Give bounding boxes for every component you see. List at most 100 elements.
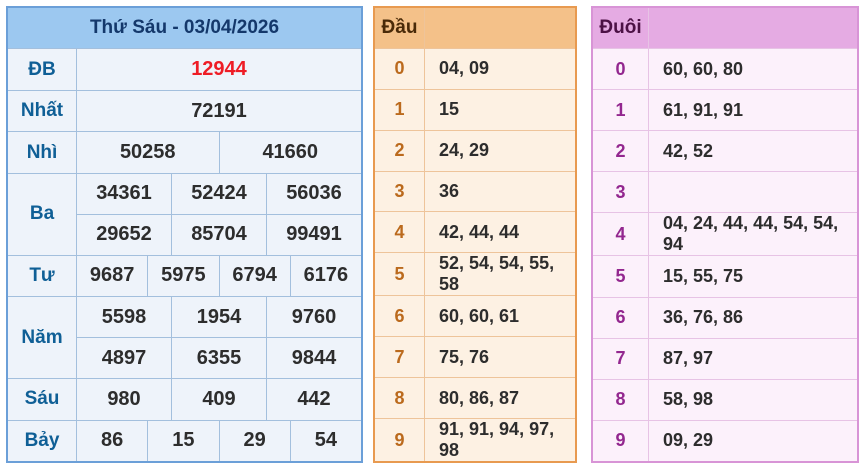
- prize-value: 56036: [266, 173, 361, 214]
- duoi-row-2: 2 42, 52: [593, 130, 857, 172]
- duoi-row-6: 6 36, 76, 86: [593, 296, 857, 338]
- prize-label-sau: Sáu: [8, 379, 77, 420]
- dau-numbers: 91, 91, 94, 97, 98: [439, 419, 555, 461]
- dau-row-4: 4 42, 44, 44: [375, 211, 575, 253]
- table-row-ba: Ba 34361 52424 56036 29652 85704 99491: [8, 172, 361, 255]
- duoi-digit: 2: [593, 131, 649, 172]
- prize-subrow: 5598 1954 9760: [77, 297, 361, 338]
- dau-numbers: 04, 09: [439, 58, 490, 79]
- dau-numbers: 60, 60, 61: [439, 305, 520, 326]
- table-row-tu: Tư 9687 5975 6794 6176: [8, 254, 361, 297]
- dau-digit: 5: [375, 253, 425, 296]
- duoi-row-0: 0 60, 60, 80: [593, 48, 857, 90]
- duoi-digit: 6: [593, 297, 649, 338]
- dau-numbers: 52, 54, 54, 55, 58: [439, 253, 555, 295]
- duoi-numbers: 58, 98: [663, 389, 714, 410]
- duoi-header-label: Đuôi: [593, 8, 649, 49]
- prize-value: 6176: [289, 255, 361, 297]
- duoi-row-3: 3: [593, 171, 857, 213]
- duoi-numbers: 15, 55, 75: [663, 266, 744, 287]
- duoi-row-5: 5 15, 55, 75: [593, 255, 857, 297]
- prize-value: 54: [289, 420, 361, 461]
- result-table-title: Thứ Sáu - 03/04/2026: [8, 8, 361, 49]
- prize-value: 85704: [171, 214, 266, 255]
- duoi-digit: 5: [593, 256, 649, 297]
- duoi-digit: 4: [593, 213, 649, 256]
- duoi-header-row: Đuôi: [593, 8, 857, 49]
- duoi-digit: 1: [593, 90, 649, 131]
- duoi-table: Đuôi 0 60, 60, 80 1 61, 91, 91 2 42, 52 …: [591, 6, 859, 463]
- dau-row-2: 2 24, 29: [375, 129, 575, 171]
- dau-row-1: 1 15: [375, 88, 575, 130]
- duoi-row-1: 1 61, 91, 91: [593, 89, 857, 131]
- duoi-header-spacer: [649, 8, 857, 48]
- dau-digit: 7: [375, 337, 425, 378]
- table-row-sau: Sáu 980 409 442: [8, 378, 361, 420]
- prize-value: 5598: [101, 305, 147, 328]
- prize-values: 980 409 442: [77, 379, 361, 420]
- dau-table: Đầu 0 04, 09 1 15 2 24, 29 3 36 4 42, 44…: [373, 6, 577, 463]
- dau-numbers: 75, 76: [439, 346, 490, 367]
- duoi-digit: 0: [593, 49, 649, 90]
- result-table: Thứ Sáu - 03/04/2026 ĐB 12944 Nhất 72191…: [6, 6, 363, 463]
- dau-header-spacer: [425, 8, 575, 48]
- prize-values: 9687 5975 6794 6176: [77, 255, 361, 297]
- duoi-numbers: 60, 60, 80: [663, 58, 744, 79]
- table-row-db: ĐB 12944: [8, 48, 361, 90]
- prize-value: 9760: [266, 297, 361, 338]
- prize-value: 442: [266, 379, 361, 420]
- duoi-digit: 9: [593, 420, 649, 461]
- dau-row-9: 9 91, 91, 94, 97, 98: [375, 418, 575, 462]
- dau-digit: 1: [375, 89, 425, 130]
- dau-digit: 6: [375, 296, 425, 337]
- prize-value: 29: [218, 420, 290, 461]
- dau-row-8: 8 80, 86, 87: [375, 377, 575, 419]
- prize-values: 12944: [77, 49, 361, 89]
- prize-value: 980: [107, 387, 141, 410]
- prize-values: 50258 41660: [77, 132, 361, 173]
- table-row-nhat: Nhất 72191: [8, 89, 361, 132]
- dau-row-7: 7 75, 76: [375, 336, 575, 378]
- prize-subrow: 29652 85704 99491: [77, 213, 361, 255]
- table-row-bay: Bảy 86 15 29 54: [8, 419, 361, 461]
- duoi-row-4: 4 04, 24, 44, 44, 54, 54, 94: [593, 212, 857, 256]
- duoi-digit: 8: [593, 379, 649, 420]
- prize-value: 1954: [171, 297, 266, 338]
- duoi-numbers: [649, 172, 857, 212]
- prize-value: 9844: [266, 338, 361, 379]
- dau-row-5: 5 52, 54, 54, 55, 58: [375, 252, 575, 296]
- duoi-row-7: 7 87, 97: [593, 337, 857, 379]
- prize-values: 72191: [77, 91, 361, 131]
- prize-value: 72191: [191, 99, 247, 122]
- dau-numbers: 36: [439, 181, 460, 201]
- prize-label-bay: Bảy: [8, 420, 77, 461]
- dau-numbers: 80, 86, 87: [439, 387, 520, 408]
- dau-digit: 0: [375, 48, 425, 89]
- prize-value: 34361: [96, 182, 152, 205]
- duoi-numbers: 09, 29: [663, 430, 714, 451]
- table-row-nhi: Nhì 50258 41660: [8, 131, 361, 173]
- prize-label-nhi: Nhì: [8, 132, 77, 173]
- prize-values: 86 15 29 54: [77, 420, 361, 461]
- duoi-numbers: 04, 24, 44, 44, 54, 54, 94: [663, 213, 839, 255]
- dau-digit: 3: [375, 171, 425, 212]
- dau-numbers: 15: [439, 99, 460, 120]
- prize-values: 34361 52424 56036 29652 85704 99491: [77, 173, 361, 255]
- dau-digit: 2: [375, 130, 425, 171]
- prize-label-ba: Ba: [8, 173, 77, 255]
- dau-header-row: Đầu: [375, 8, 575, 48]
- prize-value: 6355: [171, 338, 266, 379]
- dau-header-label: Đầu: [375, 8, 425, 48]
- table-row-nam: Năm 5598 1954 9760 4897 6355 9844: [8, 296, 361, 379]
- duoi-digit: 3: [593, 172, 649, 213]
- prize-subrow: 4897 6355 9844: [77, 337, 361, 379]
- prize-label-nhat: Nhất: [8, 90, 77, 132]
- prize-subrow: 34361 52424 56036: [77, 173, 361, 214]
- prize-value: 29652: [96, 223, 152, 246]
- dau-row-0: 0 04, 09: [375, 47, 575, 89]
- duoi-numbers: 61, 91, 91: [663, 99, 744, 120]
- prize-value: 4897: [101, 346, 147, 369]
- dau-row-6: 6 60, 60, 61: [375, 295, 575, 337]
- prize-values: 5598 1954 9760 4897 6355 9844: [77, 297, 361, 379]
